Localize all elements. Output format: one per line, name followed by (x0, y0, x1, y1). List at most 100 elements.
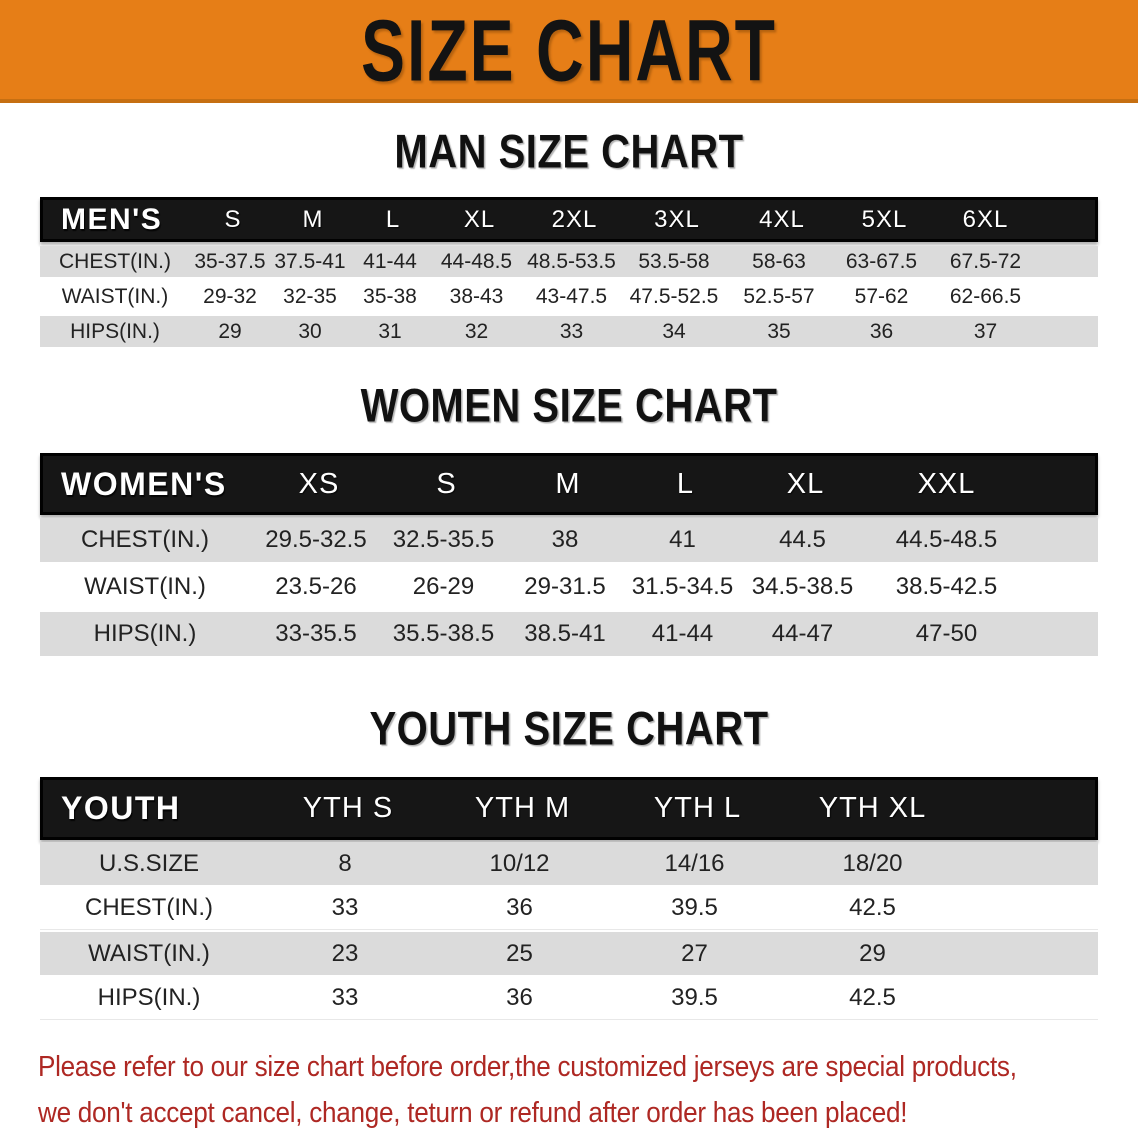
measurement-value: 18/20 (842, 849, 903, 877)
measurement-value: 58-63 (752, 249, 806, 273)
measurement-row-label: HIPS(IN.) (97, 984, 201, 1011)
size-column-header: YTH S (302, 792, 394, 824)
measurement-value: 8 (338, 849, 352, 877)
measurement-row-label: WAIST(IN.) (84, 573, 206, 600)
measurement-row-label: CHEST(IN.) (59, 249, 171, 273)
men-section-heading-text: MAN SIZE CHART (394, 126, 744, 178)
size-column-header: 3XL (654, 205, 700, 233)
banner-title: SIZE CHART (361, 0, 777, 99)
measurement-value: 38 (551, 526, 579, 553)
measurement-value: 25 (506, 939, 533, 967)
measurement-value: 39.5 (671, 894, 718, 921)
measurement-value: 62-66.5 (949, 284, 1022, 308)
measurement-value: 10/12 (489, 849, 550, 877)
table-header-row: WOMEN'S XS S M L XL XXL (40, 453, 1098, 515)
measurement-value: 38-43 (449, 284, 504, 308)
men-size-table: MEN'S S M L XL 2XL 3XL 4XL 5XL 6XL CHEST(IN.) 35-37… (40, 197, 1098, 347)
measurement-row-label: HIPS(IN.) (93, 620, 197, 647)
measurement-value: 52.5-57 (743, 284, 815, 308)
measurement-value: 31 (378, 319, 402, 343)
women-size-table: WOMEN'S XS S M L XL XXL CHEST(IN.) 29.5-32.5 32.5… (40, 453, 1098, 656)
size-column-header: 5XL (861, 205, 908, 233)
measurement-row: HIPS(IN.) 29 30 31 32 33 34 35 36 37 (40, 316, 1098, 347)
measurement-row-label: CHEST(IN.) (85, 894, 213, 921)
measurement-value: 48.5-53.5 (527, 249, 616, 273)
size-column-header: L (385, 205, 401, 233)
measurement-value: 44.5-48.5 (895, 526, 998, 553)
table-corner-label: MEN'S (61, 202, 163, 236)
size-column-header: 4XL (759, 205, 805, 233)
size-column-header: XS (298, 467, 340, 500)
measurement-value: 23 (331, 939, 359, 967)
measurement-value: 36 (506, 984, 533, 1011)
table-corner-label: YOUTH (61, 790, 181, 826)
measurement-value: 31.5-34.5 (631, 573, 734, 600)
size-column-header: 2XL (551, 205, 598, 233)
table-corner-label: WOMEN'S (61, 465, 227, 502)
measurement-value: 27 (681, 939, 708, 967)
measurement-value: 34.5-38.5 (751, 573, 854, 600)
measurement-value: 44-47 (771, 620, 834, 647)
measurement-value: 38.5-41 (524, 620, 606, 647)
measurement-value: 35-38 (363, 284, 417, 308)
size-column-header: YTH M (474, 792, 571, 824)
disclaimer-note: Please refer to our size chart before or… (0, 1044, 1138, 1136)
measurement-value: 33 (331, 984, 359, 1011)
measurement-value: 37.5-41 (274, 249, 346, 273)
measurement-value: 42.5 (849, 984, 896, 1011)
measurement-value: 36 (506, 894, 533, 921)
women-section-heading-text: WOMEN SIZE CHART (360, 380, 778, 432)
measurement-row: WAIST(IN.) 23 25 27 29 (40, 932, 1098, 975)
measurement-row-label: CHEST(IN.) (81, 526, 209, 553)
measurement-value: 41-44 (651, 620, 714, 647)
measurement-value: 33 (559, 319, 584, 343)
size-chart-banner: SIZE CHART (0, 0, 1138, 103)
measurement-value: 32.5-35.5 (392, 526, 495, 553)
measurement-value: 29 (218, 319, 242, 343)
measurement-value: 35 (767, 319, 791, 343)
measurement-value: 39.5 (671, 984, 718, 1011)
size-column-header: S (224, 205, 242, 233)
measurement-value: 47.5-52.5 (629, 284, 719, 308)
measurement-value: 67.5-72 (949, 249, 1022, 273)
measurement-value: 41 (669, 526, 696, 553)
measurement-value: 33 (331, 894, 359, 921)
measurement-value: 42.5 (849, 894, 896, 921)
measurement-value: 44-48.5 (440, 249, 513, 273)
measurement-value: 29-31.5 (524, 573, 606, 600)
measurement-row: CHEST(IN.) 33 36 39.5 42.5 (40, 887, 1098, 930)
size-column-header: XL (786, 467, 825, 500)
disclaimer-line-1: Please refer to our size chart before or… (38, 1051, 1017, 1083)
measurement-value: 29-32 (203, 284, 257, 308)
measurement-value: 23.5-26 (275, 573, 357, 600)
measurement-value: 14/16 (664, 849, 725, 877)
measurement-value: 29.5-32.5 (265, 526, 367, 553)
measurement-row: WAIST(IN.) 29-32 32-35 35-38 38-43 43-47.5 47.… (40, 281, 1098, 312)
size-column-header: M (555, 467, 581, 500)
section-women: WOMEN SIZE CHART WOMEN'S XS S M L XL XXL CHEST(… (0, 380, 1138, 656)
measurement-value: 47-50 (915, 620, 978, 647)
measurement-row: U.S.SIZE 8 10/12 14/16 18/20 (40, 842, 1098, 885)
disclaimer-line-2: we don't accept cancel, change, teturn o… (38, 1097, 908, 1129)
size-column-header: S (436, 467, 457, 500)
size-column-header: L (676, 467, 695, 500)
size-column-header: M (302, 205, 324, 233)
measurement-row: HIPS(IN.) 33 36 39.5 42.5 (40, 977, 1098, 1020)
table-header-row: MEN'S S M L XL 2XL 3XL 4XL 5XL 6XL (40, 197, 1098, 242)
measurement-value: 63-67.5 (845, 249, 918, 273)
measurement-row-label: WAIST(IN.) (61, 284, 169, 308)
measurement-row-label: U.S.SIZE (98, 849, 200, 877)
measurement-value: 38.5-42.5 (895, 573, 998, 600)
measurement-value: 57-62 (854, 284, 909, 308)
measurement-value: 32 (464, 319, 489, 343)
size-column-header: 6XL (962, 205, 1009, 233)
measurement-value: 26-29 (412, 573, 475, 600)
section-youth: YOUTH SIZE CHART YOUTH YTH S YTH M YTH L YTH… (0, 703, 1138, 1020)
measurement-row-label: WAIST(IN.) (88, 939, 210, 967)
measurement-value: 36 (869, 319, 894, 343)
measurement-value: 53.5-58 (638, 249, 710, 273)
measurement-value: 44.5 (779, 526, 826, 553)
measurement-row-label: HIPS(IN.) (70, 319, 160, 343)
youth-section-heading-text: YOUTH SIZE CHART (369, 703, 769, 755)
measurement-row: CHEST(IN.) 29.5-32.5 32.5-35.5 38 41 44.5 44.5… (40, 518, 1098, 562)
